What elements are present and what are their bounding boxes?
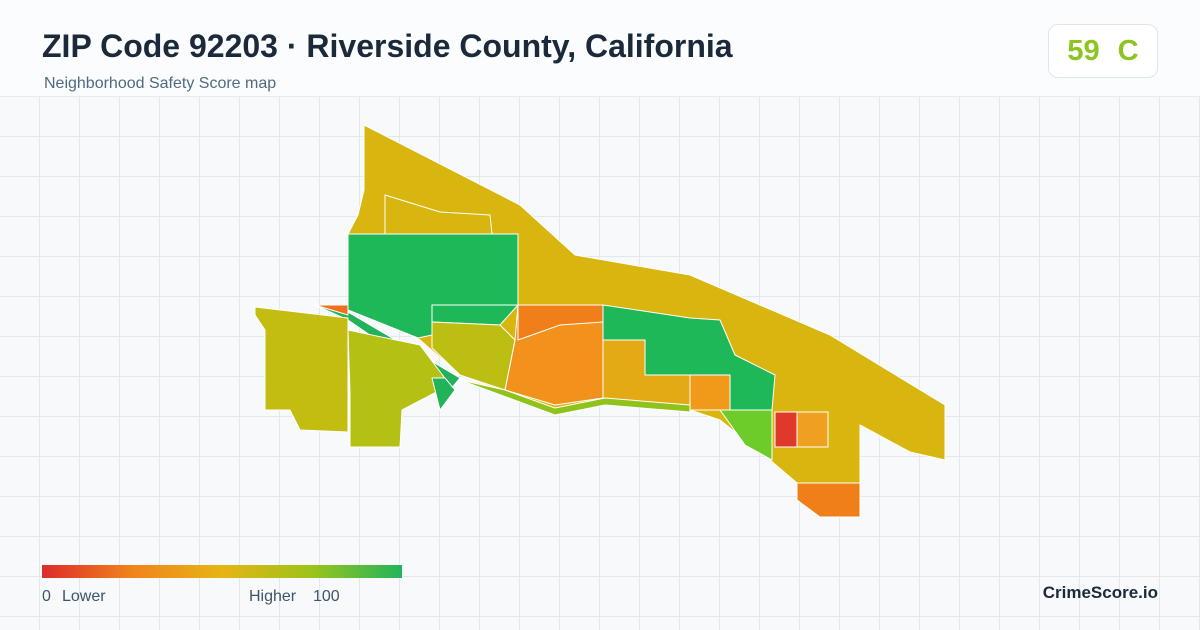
region <box>254 306 349 433</box>
score-grade: C <box>1117 34 1139 67</box>
region <box>517 304 604 341</box>
region <box>431 377 456 411</box>
legend-max-label: Higher <box>249 588 297 605</box>
header: ZIP Code 92203 · Riverside County, Calif… <box>0 0 1200 97</box>
region <box>384 194 493 235</box>
subtitle: Neighborhood Safety Score map <box>44 75 277 92</box>
score-badge: 59 C <box>1048 24 1158 78</box>
legend-max: 100 <box>313 588 340 605</box>
region <box>459 379 691 416</box>
brand: CrimeScore.io <box>1042 583 1158 602</box>
score-value: 59 <box>1067 34 1100 67</box>
legend-gradient <box>42 565 402 578</box>
region <box>796 411 829 448</box>
region <box>347 329 451 448</box>
region <box>689 374 731 411</box>
region <box>796 482 861 518</box>
region <box>314 304 349 316</box>
title: ZIP Code 92203 · Riverside County, Calif… <box>42 28 733 64</box>
legend-min-label: Lower <box>62 588 106 605</box>
region <box>719 409 773 461</box>
region <box>774 411 798 448</box>
legend-min: 0 <box>42 588 51 605</box>
